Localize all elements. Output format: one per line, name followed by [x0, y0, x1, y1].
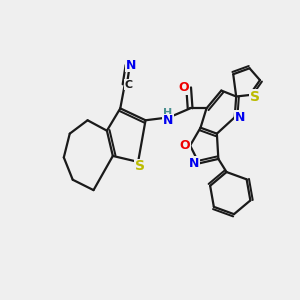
- Text: N: N: [163, 114, 173, 128]
- Text: S: S: [250, 89, 260, 103]
- Text: O: O: [178, 81, 189, 94]
- Text: N: N: [188, 157, 199, 170]
- Text: S: S: [135, 159, 145, 173]
- Text: H: H: [163, 108, 172, 118]
- Text: C: C: [124, 80, 132, 90]
- Text: N: N: [235, 111, 245, 124]
- Text: O: O: [179, 139, 190, 152]
- Text: N: N: [126, 59, 136, 72]
